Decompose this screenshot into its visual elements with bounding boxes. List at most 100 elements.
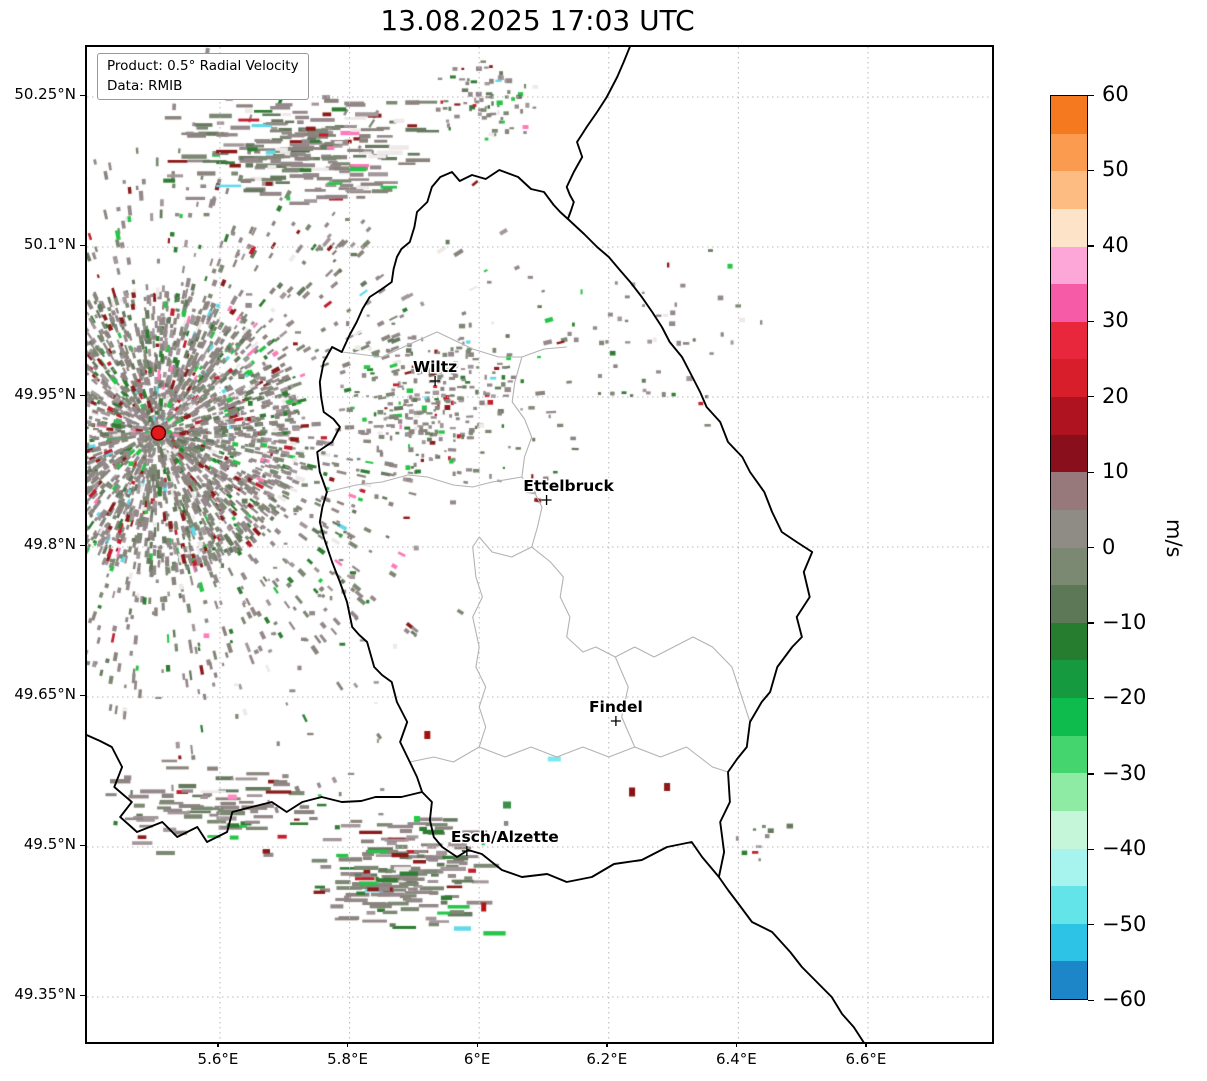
colorbar-tick-label: −60: [1102, 987, 1147, 1011]
colorbar-segment: [1051, 585, 1087, 623]
colorbar-unit-label: m/s: [1162, 519, 1186, 558]
colorbar-segment: [1051, 622, 1087, 661]
y-tick-label: 49.35°N: [14, 985, 76, 1003]
colorbar-segment: [1051, 208, 1087, 247]
colorbar: 60 50 40 30 20 10 0 −10 −20 −30 −40 −50 −60 m/s: [1050, 82, 1207, 1011]
colorbar-tick-label: 30: [1102, 308, 1129, 333]
city-label: Esch/Alzette: [451, 828, 559, 846]
colorbar-segment: [1051, 434, 1087, 473]
y-tick-label: 49.8°N: [23, 535, 76, 553]
city-marker: [541, 495, 552, 505]
colorbar-tick-mark: [1088, 773, 1094, 775]
country-border: [565, 47, 631, 220]
colorbar-segment: [1051, 359, 1087, 397]
colorbar-tick-mark: [1088, 622, 1094, 624]
colorbar-tick-mark: [1088, 999, 1094, 1001]
y-tick-label: 50.1°N: [23, 235, 76, 253]
colorbar-tick-label: 50: [1102, 157, 1129, 182]
colorbar-tick-label: −30: [1102, 760, 1147, 785]
x-tick-mark: [865, 1042, 867, 1047]
y-tick-mark: [80, 244, 85, 246]
product-line: Product: 0.5° Radial Velocity: [107, 58, 299, 74]
colorbar-segment: [1051, 509, 1087, 548]
city-label: Ettelbruck: [523, 477, 614, 495]
product-info-box: Product: 0.5° Radial Velocity Data: RMIB: [97, 53, 309, 101]
y-tick-label: 49.5°N: [23, 835, 76, 853]
y-axis: 50.25°N 50.1°N 49.95°N 49.8°N 49.65°N 49.5°N 4…: [0, 45, 85, 1044]
internal-border: [326, 474, 522, 493]
x-tick-mark: [347, 1042, 349, 1047]
colorbar-tick-label: 10: [1102, 459, 1129, 484]
colorbar-segment: [1051, 810, 1087, 849]
radar-site-dot: [150, 425, 167, 441]
y-tick-label: 50.25°N: [14, 85, 76, 103]
y-tick-mark: [80, 844, 85, 846]
colorbar-tick-mark: [1088, 924, 1094, 926]
country-border: [718, 876, 865, 1042]
y-tick-mark: [80, 94, 85, 96]
colorbar-gradient: [1050, 95, 1088, 1000]
internal-border: [341, 331, 567, 358]
colorbar-segment: [1051, 660, 1087, 698]
colorbar-segment: [1051, 848, 1087, 887]
data-source-line: Data: RMIB: [107, 77, 183, 94]
internal-border: [531, 546, 751, 723]
radar-echo-layer: [87, 47, 992, 1042]
colorbar-tick-label: −40: [1102, 836, 1147, 861]
country-border: [316, 169, 814, 883]
colorbar-tick-label: −20: [1102, 685, 1147, 710]
colorbar-tick-label: −50: [1102, 911, 1147, 936]
colorbar-segment: [1051, 886, 1087, 924]
map-overlay: Wiltz Ettelbruck Findel Esch/Alzette: [87, 47, 992, 1042]
colorbar-tick-label: 60: [1102, 82, 1129, 106]
colorbar-segment: [1051, 472, 1087, 510]
x-tick-label: 6°E: [463, 1050, 491, 1068]
x-tick-label: 6.6°E: [845, 1050, 887, 1068]
colorbar-segment: [1051, 96, 1087, 134]
x-tick-mark: [217, 1042, 219, 1047]
x-axis: 5.6°E 5.8°E 6°E 6.2°E 6.4°E 6.6°E: [85, 1042, 994, 1080]
y-tick-mark: [80, 544, 85, 546]
colorbar-tick-mark: [1088, 396, 1094, 398]
country-border: [87, 734, 423, 843]
colorbar-segment: [1051, 773, 1087, 811]
x-tick-mark: [476, 1042, 478, 1047]
y-tick-mark: [80, 694, 85, 696]
colorbar-segment: [1051, 923, 1087, 962]
colorbar-segment: [1051, 735, 1087, 774]
colorbar-segment: [1051, 547, 1087, 586]
colorbar-tick-mark: [1088, 320, 1094, 323]
colorbar-tick-label: 20: [1102, 383, 1129, 408]
colorbar-segment: [1051, 246, 1087, 285]
y-tick-mark: [80, 994, 85, 996]
y-tick-mark: [80, 394, 85, 396]
x-tick-label: 5.6°E: [197, 1050, 239, 1068]
city-marker: [461, 846, 472, 856]
colorbar-tick-label: 0: [1102, 534, 1116, 559]
figure-title: 13.08.2025 17:03 UTC: [380, 4, 695, 37]
x-tick-label: 5.8°E: [327, 1050, 368, 1068]
x-tick-mark: [735, 1042, 738, 1047]
city-marker: [430, 376, 441, 386]
colorbar-tick-label: 40: [1102, 232, 1129, 257]
internal-border: [614, 656, 636, 748]
colorbar-segment: [1051, 321, 1087, 360]
internal-border: [472, 536, 532, 748]
colorbar-segment: [1051, 133, 1087, 172]
colorbar-tick-mark: [1088, 471, 1094, 473]
colorbar-tick-mark: [1088, 94, 1094, 96]
colorbar-segment: [1051, 961, 1087, 999]
colorbar-segment: [1051, 284, 1087, 322]
colorbar-segment: [1051, 171, 1087, 209]
city-label: Findel: [589, 698, 643, 716]
colorbar-segment: [1051, 397, 1087, 435]
x-tick-label: 6.2°E: [586, 1050, 628, 1068]
colorbar-tick-mark: [1088, 697, 1094, 700]
city-marker: [610, 716, 621, 726]
colorbar-tick-mark: [1088, 547, 1094, 549]
colorbar-tick-mark: [1088, 245, 1094, 247]
internal-border: [409, 746, 729, 773]
colorbar-tick-label: −10: [1102, 609, 1147, 634]
city-label: Wiltz: [413, 358, 457, 376]
